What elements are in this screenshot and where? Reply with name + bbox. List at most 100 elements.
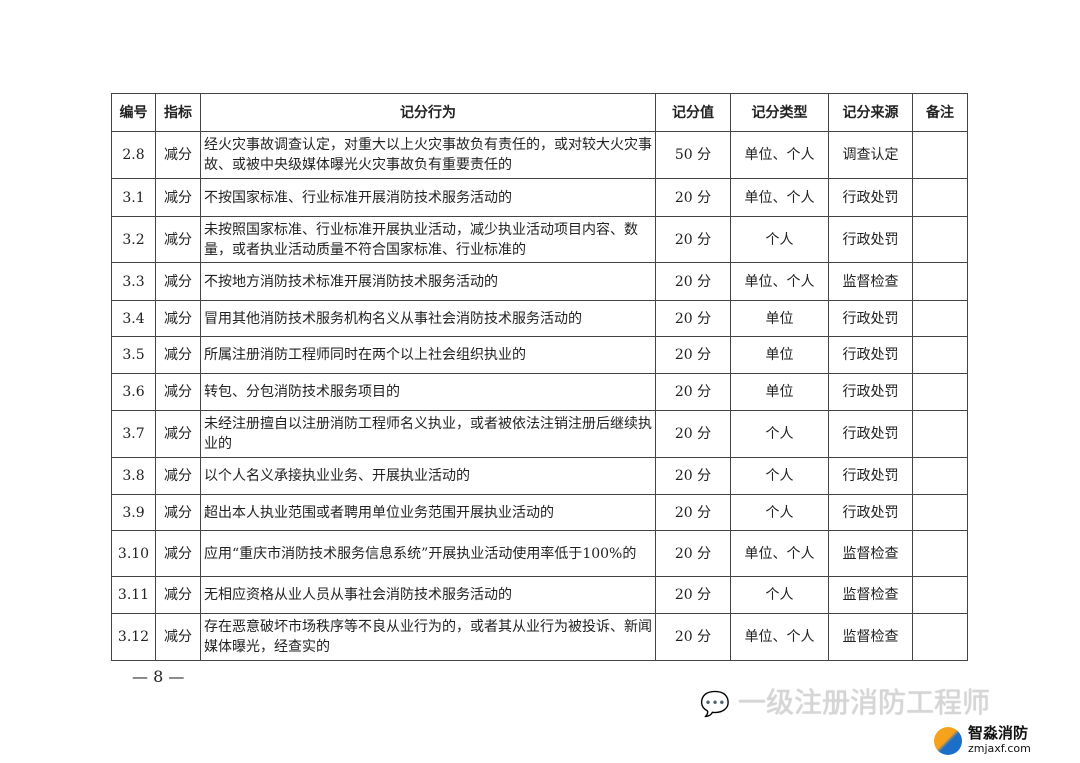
row-note (912, 576, 968, 614)
row-id: 3.6 (111, 373, 156, 411)
row-score: 20 分 (655, 576, 731, 614)
row-id: 3.2 (111, 216, 156, 263)
row-id: 3.7 (111, 410, 156, 458)
row-type: 单位、个人 (730, 613, 829, 661)
brand-logo-icon (934, 727, 962, 755)
row-indicator: 减分 (155, 262, 201, 301)
row-behavior: 超出本人执业范围或者聘用单位业务范围开展执业活动的 (200, 494, 656, 531)
row-type: 单位、个人 (730, 131, 829, 179)
row-indicator: 减分 (155, 530, 201, 577)
table-row: 3.11 减分 无相应资格从业人员从事社会消防技术服务活动的 20 分个人 监督检查 (111, 576, 968, 614)
row-indicator: 减分 (155, 576, 201, 614)
row-note (912, 131, 968, 179)
row-id: 2.8 (111, 131, 156, 179)
table-row: 3.8 减分 以个人名义承接执业业务、开展执业活动的 20 分个人 行政处罚 (111, 457, 968, 495)
row-score: 50 分 (655, 131, 731, 179)
header-type: 记分类型 (730, 93, 829, 132)
row-source: 行政处罚 (828, 216, 913, 263)
row-behavior: 存在恶意破坏市场秩序等不良从业行为的，或者其从业行为被投诉、新闻媒体曝光，经查实… (200, 613, 656, 661)
row-score: 20 分 (655, 457, 731, 495)
row-source: 行政处罚 (828, 336, 913, 374)
row-score: 20 分 (655, 262, 731, 301)
row-type: 单位 (730, 336, 829, 374)
table-row: 3.10 减分 应用“重庆市消防技术服务信息系统”开展执业活动使用率低于100%的 2… (111, 530, 968, 577)
row-id: 3.3 (111, 262, 156, 301)
row-id: 3.12 (111, 613, 156, 661)
brand: 智淼消防 zmjaxf.com (968, 725, 1031, 756)
row-id: 3.1 (111, 178, 156, 217)
table-row: 3.12 减分 存在恶意破坏市场秩序等不良从业行为的，或者其从业行为被投诉、新闻媒体… (111, 613, 968, 661)
row-behavior: 转包、分包消防技术服务项目的 (200, 373, 656, 411)
row-source: 行政处罚 (828, 457, 913, 495)
scoring-table: 编号 指标 记分行为 记分值 记分类型 记分来源 备注 2.8 减分 经火灾事故调查… (111, 93, 968, 661)
table-row: 3.6 减分 转包、分包消防技术服务项目的 20 分单位 行政处罚 (111, 373, 968, 411)
row-score: 20 分 (655, 300, 731, 337)
row-type: 单位 (730, 373, 829, 411)
table-row: 3.7 减分 未经注册擅自以注册消防工程师名义执业，或者被依法注销注册后继续执业的 2… (111, 410, 968, 458)
row-note (912, 410, 968, 458)
row-note (912, 178, 968, 217)
row-behavior: 未经注册擅自以注册消防工程师名义执业，或者被依法注销注册后继续执业的 (200, 410, 656, 458)
row-score: 20 分 (655, 410, 731, 458)
brand-name: 智淼消防 (968, 724, 1029, 742)
row-indicator: 减分 (155, 300, 201, 337)
row-source: 监督检查 (828, 576, 913, 614)
row-id: 3.9 (111, 494, 156, 531)
row-indicator: 减分 (155, 457, 201, 495)
row-note (912, 262, 968, 301)
row-source: 监督检查 (828, 613, 913, 661)
row-indicator: 减分 (155, 131, 201, 179)
row-note (912, 530, 968, 577)
row-type: 个人 (730, 576, 829, 614)
row-behavior: 不按国家标准、行业标准开展消防技术服务活动的 (200, 178, 656, 217)
row-behavior: 冒用其他消防技术服务机构名义从事社会消防技术服务活动的 (200, 300, 656, 337)
row-source: 行政处罚 (828, 373, 913, 411)
row-id: 3.10 (111, 530, 156, 577)
row-type: 个人 (730, 216, 829, 263)
row-type: 个人 (730, 494, 829, 531)
row-indicator: 减分 (155, 494, 201, 531)
row-source: 行政处罚 (828, 410, 913, 458)
row-score: 20 分 (655, 336, 731, 374)
brand-url: zmjaxf.com (968, 742, 1031, 755)
row-note (912, 336, 968, 374)
row-id: 3.5 (111, 336, 156, 374)
header-source: 记分来源 (828, 93, 913, 132)
row-note (912, 373, 968, 411)
page-number: — 8 — (132, 667, 185, 686)
header-indicator: 指标 (155, 93, 201, 132)
row-behavior: 未按照国家标准、行业标准开展执业活动，减少执业活动项目内容、数量，或者执业活动质… (200, 216, 656, 263)
row-type: 单位、个人 (730, 178, 829, 217)
row-source: 监督检查 (828, 530, 913, 577)
row-score: 20 分 (655, 216, 731, 263)
table-row: 2.8 减分 经火灾事故调查认定，对重大以上火灾事故负有责任的，或对较大火灾事故、或… (111, 131, 968, 179)
row-type: 单位、个人 (730, 530, 829, 577)
table-row: 3.2 减分 未按照国家标准、行业标准开展执业活动，减少执业活动项目内容、数量，或者… (111, 216, 968, 263)
row-source: 行政处罚 (828, 300, 913, 337)
header-behavior: 记分行为 (200, 93, 656, 132)
row-score: 20 分 (655, 494, 731, 531)
header-id: 编号 (111, 93, 156, 132)
wechat-icon: 💬 (700, 690, 730, 718)
row-behavior: 所属注册消防工程师同时在两个以上社会组织执业的 (200, 336, 656, 374)
row-note (912, 613, 968, 661)
row-source: 调查认定 (828, 131, 913, 179)
row-id: 3.8 (111, 457, 156, 495)
row-indicator: 减分 (155, 613, 201, 661)
row-note (912, 494, 968, 531)
row-note (912, 216, 968, 263)
row-id: 3.4 (111, 300, 156, 337)
watermark: 💬 一级注册消防工程师 (700, 686, 990, 721)
table-row: 3.1 减分 不按国家标准、行业标准开展消防技术服务活动的 20 分单位、个人 行政处罚 (111, 178, 968, 217)
row-behavior: 经火灾事故调查认定，对重大以上火灾事故负有责任的，或对较大火灾事故、或被中央级媒… (200, 131, 656, 179)
row-behavior: 以个人名义承接执业业务、开展执业活动的 (200, 457, 656, 495)
table-row: 3.4 减分 冒用其他消防技术服务机构名义从事社会消防技术服务活动的 20 分单位 行政… (111, 300, 968, 337)
row-indicator: 减分 (155, 178, 201, 217)
row-type: 单位 (730, 300, 829, 337)
row-note (912, 457, 968, 495)
row-source: 行政处罚 (828, 494, 913, 531)
row-note (912, 300, 968, 337)
header-score: 记分值 (655, 93, 731, 132)
row-behavior: 无相应资格从业人员从事社会消防技术服务活动的 (200, 576, 656, 614)
row-indicator: 减分 (155, 216, 201, 263)
